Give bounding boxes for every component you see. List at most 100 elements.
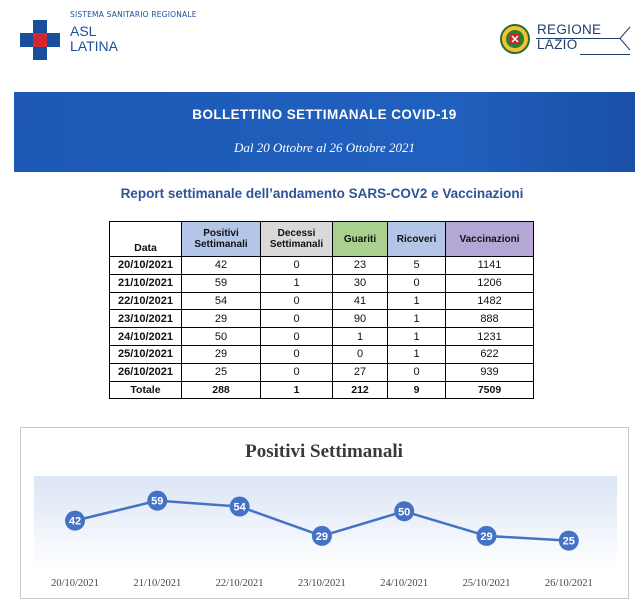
cell-vaccinazioni: 622 bbox=[445, 344, 534, 364]
cell-date: 23/10/2021 bbox=[109, 309, 182, 329]
bulletin-title: BOLLETTINO SETTIMANALE COVID-19 bbox=[192, 107, 457, 122]
table-row: 22/10/2021 54 0 41 1 1482 bbox=[109, 291, 534, 311]
cell-date: 22/10/2021 bbox=[109, 291, 182, 311]
chart-title: Positivi Settimanali bbox=[245, 441, 403, 462]
cell-ricoveri: 1 bbox=[387, 344, 446, 364]
cell-decessi: 0 bbox=[260, 256, 333, 275]
cell-date: 26/10/2021 bbox=[109, 362, 182, 382]
cell-positivi: 42 bbox=[181, 256, 261, 275]
cell-positivi: 25 bbox=[181, 362, 261, 382]
x-tick-label: 24/10/2021 bbox=[380, 578, 428, 589]
asl-region-caption: SISTEMA SANITARIO REGIONALE bbox=[70, 10, 197, 19]
region-line1: REGIONE bbox=[537, 22, 602, 37]
cell-guariti: 30 bbox=[332, 273, 388, 293]
header-decessi-line1: Decessi bbox=[277, 228, 316, 239]
data-point bbox=[558, 530, 579, 551]
cell-vaccinazioni: 1206 bbox=[445, 273, 534, 293]
cell-vaccinazioni: 1141 bbox=[445, 256, 534, 275]
cell-ricoveri: 5 bbox=[387, 256, 446, 275]
table-header-row: Data Positivi Settimanali Decessi Settim… bbox=[109, 221, 534, 257]
total-decessi: 1 bbox=[260, 380, 333, 400]
cell-date: 25/10/2021 bbox=[109, 344, 182, 364]
data-label: 29 bbox=[480, 531, 492, 543]
cell-guariti: 1 bbox=[332, 327, 388, 346]
x-tick-label: 22/10/2021 bbox=[216, 578, 264, 589]
cell-decessi: 0 bbox=[260, 327, 333, 346]
x-tick-label: 23/10/2021 bbox=[298, 578, 346, 589]
region-line2: LAZIO bbox=[537, 36, 578, 52]
x-tick-label: 26/10/2021 bbox=[545, 578, 593, 589]
data-point bbox=[147, 490, 168, 511]
cell-guariti: 0 bbox=[332, 344, 388, 364]
table-row: 26/10/2021 25 0 27 0 939 bbox=[109, 362, 534, 382]
total-label: Totale bbox=[109, 380, 182, 400]
cell-guariti: 41 bbox=[332, 291, 388, 311]
cell-guariti: 23 bbox=[332, 256, 388, 275]
cell-positivi: 29 bbox=[181, 344, 261, 364]
header-data: Data bbox=[109, 221, 182, 257]
header-guariti: Guariti bbox=[332, 221, 388, 257]
asl-line1: ASL bbox=[70, 23, 97, 39]
cell-positivi: 29 bbox=[181, 309, 261, 329]
total-positivi: 288 bbox=[181, 380, 261, 400]
header-decessi: Decessi Settimanali bbox=[260, 221, 333, 257]
cell-guariti: 27 bbox=[332, 362, 388, 382]
header-vaccinazioni: Vaccinazioni bbox=[445, 221, 534, 257]
cell-positivi: 59 bbox=[181, 273, 261, 293]
table-row: 21/10/2021 59 1 30 0 1206 bbox=[109, 273, 534, 293]
weekly-report-table: Data Positivi Settimanali Decessi Settim… bbox=[109, 221, 534, 400]
cell-date: 20/10/2021 bbox=[109, 256, 182, 275]
table-totals-row: Totale 288 1 212 9 7509 bbox=[109, 380, 534, 400]
data-point bbox=[394, 501, 415, 522]
table-row: 25/10/2021 29 0 0 1 622 bbox=[109, 344, 534, 364]
x-tick-label: 20/10/2021 bbox=[51, 578, 99, 589]
cell-ricoveri: 1 bbox=[387, 291, 446, 311]
data-label: 50 bbox=[398, 506, 410, 518]
lazio-emblem-icon bbox=[500, 24, 530, 54]
data-label: 25 bbox=[563, 536, 575, 548]
data-label: 54 bbox=[233, 502, 246, 514]
x-tick-label: 25/10/2021 bbox=[463, 578, 511, 589]
cell-decessi: 0 bbox=[260, 309, 333, 329]
total-ricoveri: 9 bbox=[387, 380, 446, 400]
cell-positivi: 54 bbox=[181, 291, 261, 311]
data-point bbox=[229, 496, 250, 517]
cell-ricoveri: 0 bbox=[387, 273, 446, 293]
data-label: 42 bbox=[69, 516, 81, 528]
cell-guariti: 90 bbox=[332, 309, 388, 329]
lazio-logo-lines bbox=[536, 26, 631, 55]
cell-positivi: 50 bbox=[181, 327, 261, 346]
positivi-chart: Positivi Settimanali 42 59 54 29 50 29 25 20/10… bbox=[20, 427, 629, 599]
positivi-chart-svg: Positivi Settimanali 42 59 54 29 50 29 25 20/10… bbox=[34, 441, 617, 589]
x-tick-label: 21/10/2021 bbox=[133, 578, 181, 589]
cell-vaccinazioni: 888 bbox=[445, 309, 534, 329]
header-positivi-line1: Positivi bbox=[203, 228, 239, 239]
asl-cross-logo bbox=[20, 20, 60, 60]
bulletin-banner: BOLLETTINO SETTIMANALE COVID-19 Dal 20 O… bbox=[14, 92, 635, 172]
plot-area bbox=[34, 476, 617, 570]
header-positivi-line2: Settimanali bbox=[194, 239, 248, 250]
asl-name: ASL LATINA bbox=[70, 24, 118, 54]
cell-ricoveri: 1 bbox=[387, 309, 446, 329]
cell-ricoveri: 0 bbox=[387, 362, 446, 382]
cell-decessi: 1 bbox=[260, 273, 333, 293]
header-ricoveri: Ricoveri bbox=[387, 221, 446, 257]
data-point bbox=[476, 525, 497, 546]
cell-decessi: 0 bbox=[260, 344, 333, 364]
bulletin-date-range: Dal 20 Ottobre al 26 Ottobre 2021 bbox=[233, 140, 416, 155]
total-vaccinazioni: 7509 bbox=[445, 380, 534, 400]
cell-vaccinazioni: 939 bbox=[445, 362, 534, 382]
cell-date: 21/10/2021 bbox=[109, 273, 182, 293]
asl-line2: LATINA bbox=[70, 38, 118, 54]
cell-decessi: 0 bbox=[260, 362, 333, 382]
total-guariti: 212 bbox=[332, 380, 388, 400]
cell-vaccinazioni: 1482 bbox=[445, 291, 534, 311]
table-row: 23/10/2021 29 0 90 1 888 bbox=[109, 309, 534, 329]
data-label: 29 bbox=[316, 531, 328, 543]
cell-date: 24/10/2021 bbox=[109, 327, 182, 346]
header-decessi-line2: Settimanali bbox=[269, 239, 324, 250]
report-title: Report settimanale dell’andamento SARS-C… bbox=[120, 186, 524, 201]
table-row: 20/10/2021 42 0 23 5 1141 bbox=[109, 256, 534, 275]
header-positivi: Positivi Settimanali bbox=[181, 221, 261, 257]
data-point bbox=[311, 525, 332, 546]
